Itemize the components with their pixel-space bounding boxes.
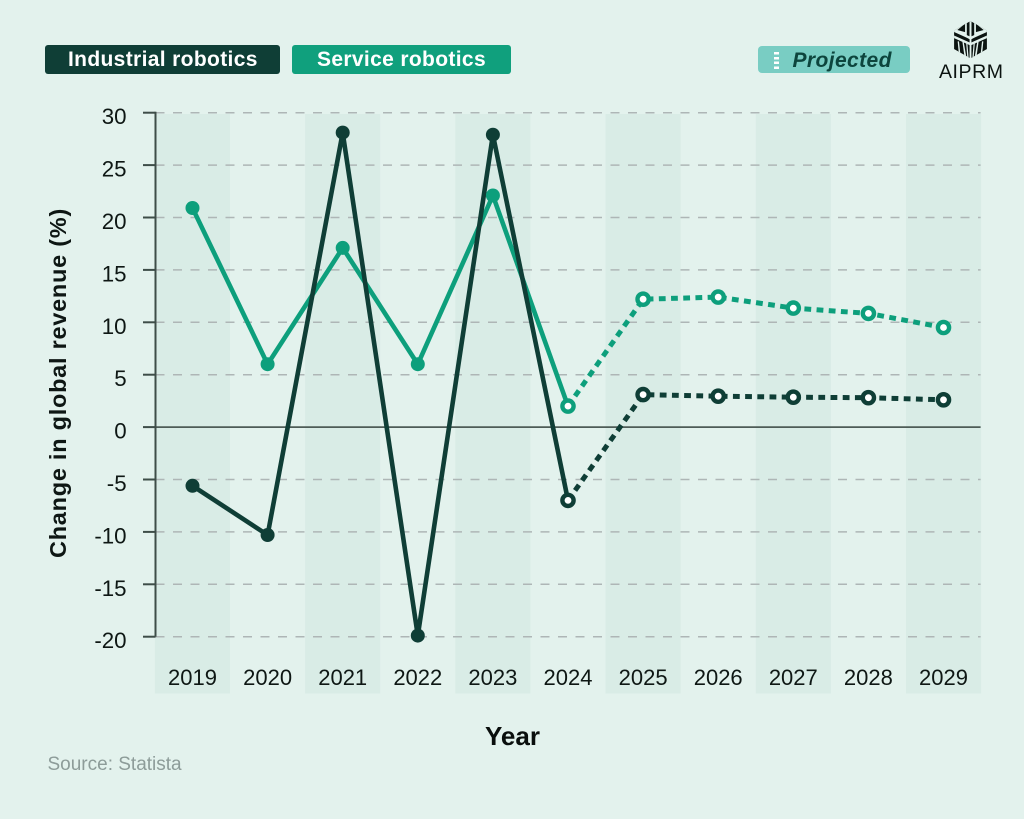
svg-text:2027: 2027 [769, 665, 818, 690]
svg-text:2028: 2028 [844, 665, 893, 690]
svg-text:2020: 2020 [243, 665, 292, 690]
svg-text:25: 25 [102, 157, 127, 182]
svg-text:0: 0 [114, 419, 126, 444]
svg-text:2025: 2025 [619, 665, 668, 690]
svg-text:2029: 2029 [919, 665, 968, 690]
svg-text:30: 30 [102, 104, 127, 129]
svg-text:-10: -10 [94, 523, 126, 548]
svg-text:-20: -20 [94, 628, 126, 653]
svg-text:5: 5 [114, 366, 126, 391]
svg-text:2024: 2024 [544, 665, 593, 690]
svg-text:-5: -5 [107, 471, 127, 496]
svg-text:2019: 2019 [168, 665, 217, 690]
svg-text:2023: 2023 [468, 665, 517, 690]
svg-text:10: 10 [102, 314, 127, 339]
svg-text:2026: 2026 [694, 665, 743, 690]
svg-text:2022: 2022 [393, 665, 442, 690]
svg-text:15: 15 [102, 261, 127, 286]
svg-text:20: 20 [102, 209, 127, 234]
svg-text:-15: -15 [94, 576, 126, 601]
svg-text:2021: 2021 [318, 665, 367, 690]
